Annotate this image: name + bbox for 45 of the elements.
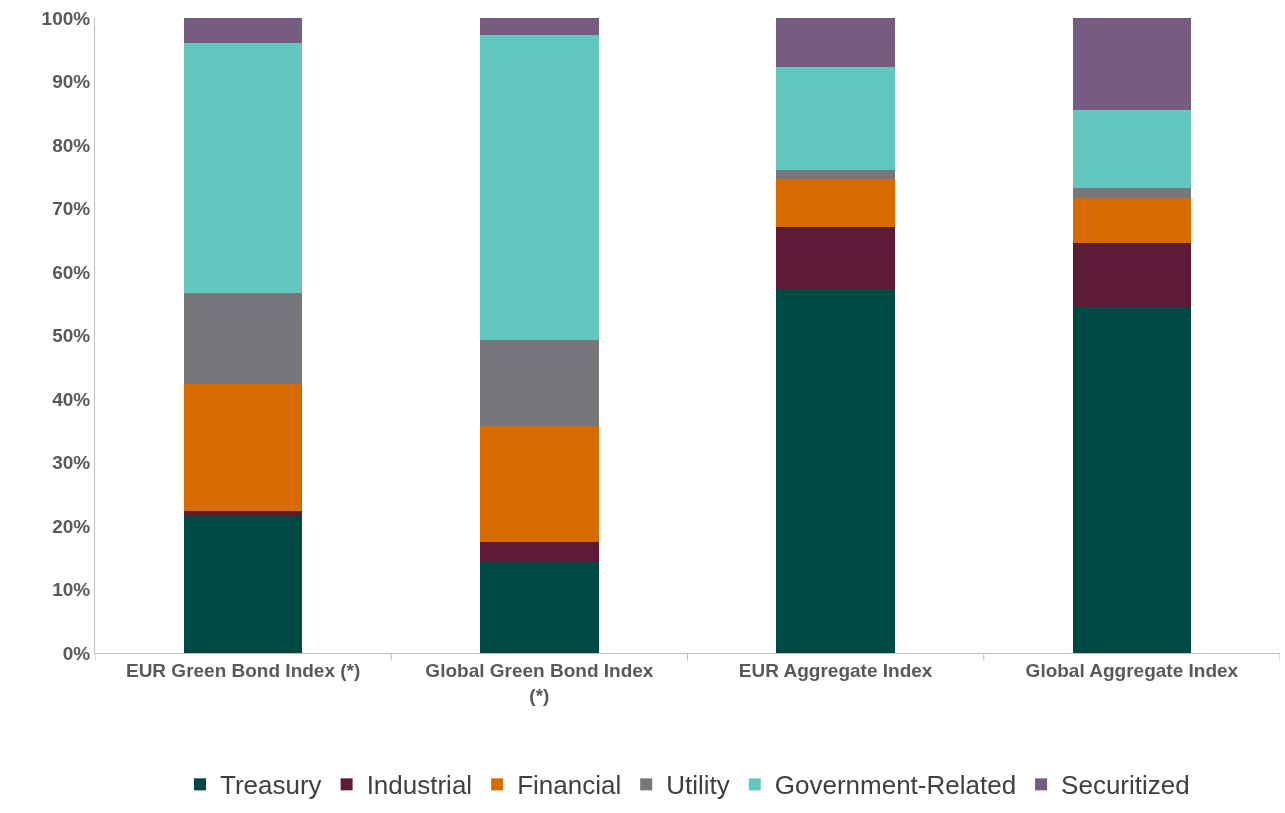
bar [1072,188,1192,198]
bar [183,384,303,511]
bar [776,18,895,67]
bar [1072,306,1192,653]
bar [480,34,599,340]
bar [776,170,895,179]
y-tick-label: 90% [52,71,91,93]
y-tick-label: 60% [52,261,91,283]
bar [1072,110,1192,189]
bar [183,515,303,653]
y-tick-label: 30% [52,452,91,474]
bar [480,541,599,562]
x-tick-label: EUR Aggregate Index [738,659,933,681]
x-tick-label: EUR Green Bond Index (*) [125,659,361,681]
y-tick-label: 50% [52,325,91,347]
legend-label: Treasury [220,770,322,801]
bar [776,178,895,227]
legend-label: Financial [517,770,622,801]
x-tick-label: Global Green Bond Index (*) [425,659,654,706]
legend-label: Industrial [366,770,473,801]
bar [776,226,895,289]
bar [776,66,895,171]
bar [776,288,895,653]
bar [1072,242,1192,307]
bar [183,292,303,385]
y-tick-label: 70% [52,198,91,220]
legend-label: Securitized [1061,770,1190,801]
y-tick-label: 20% [52,515,91,537]
bar [1072,197,1192,243]
bar [1072,18,1192,111]
bar [480,339,599,426]
bar [480,561,599,653]
y-tick-label: 10% [52,579,91,601]
y-tick-label: 80% [52,134,91,156]
bar [480,425,599,542]
legend-label: Utility [666,770,730,801]
bar [183,43,303,293]
bar [183,510,303,516]
x-tick-label: Global Aggregate Index [1025,659,1239,681]
y-tick-label: 100% [41,7,91,29]
bar [183,18,303,44]
bar [480,18,599,35]
legend-label: Government-Related [774,770,1017,801]
y-tick-label: 40% [52,388,91,410]
y-tick-label: 0% [62,642,91,664]
